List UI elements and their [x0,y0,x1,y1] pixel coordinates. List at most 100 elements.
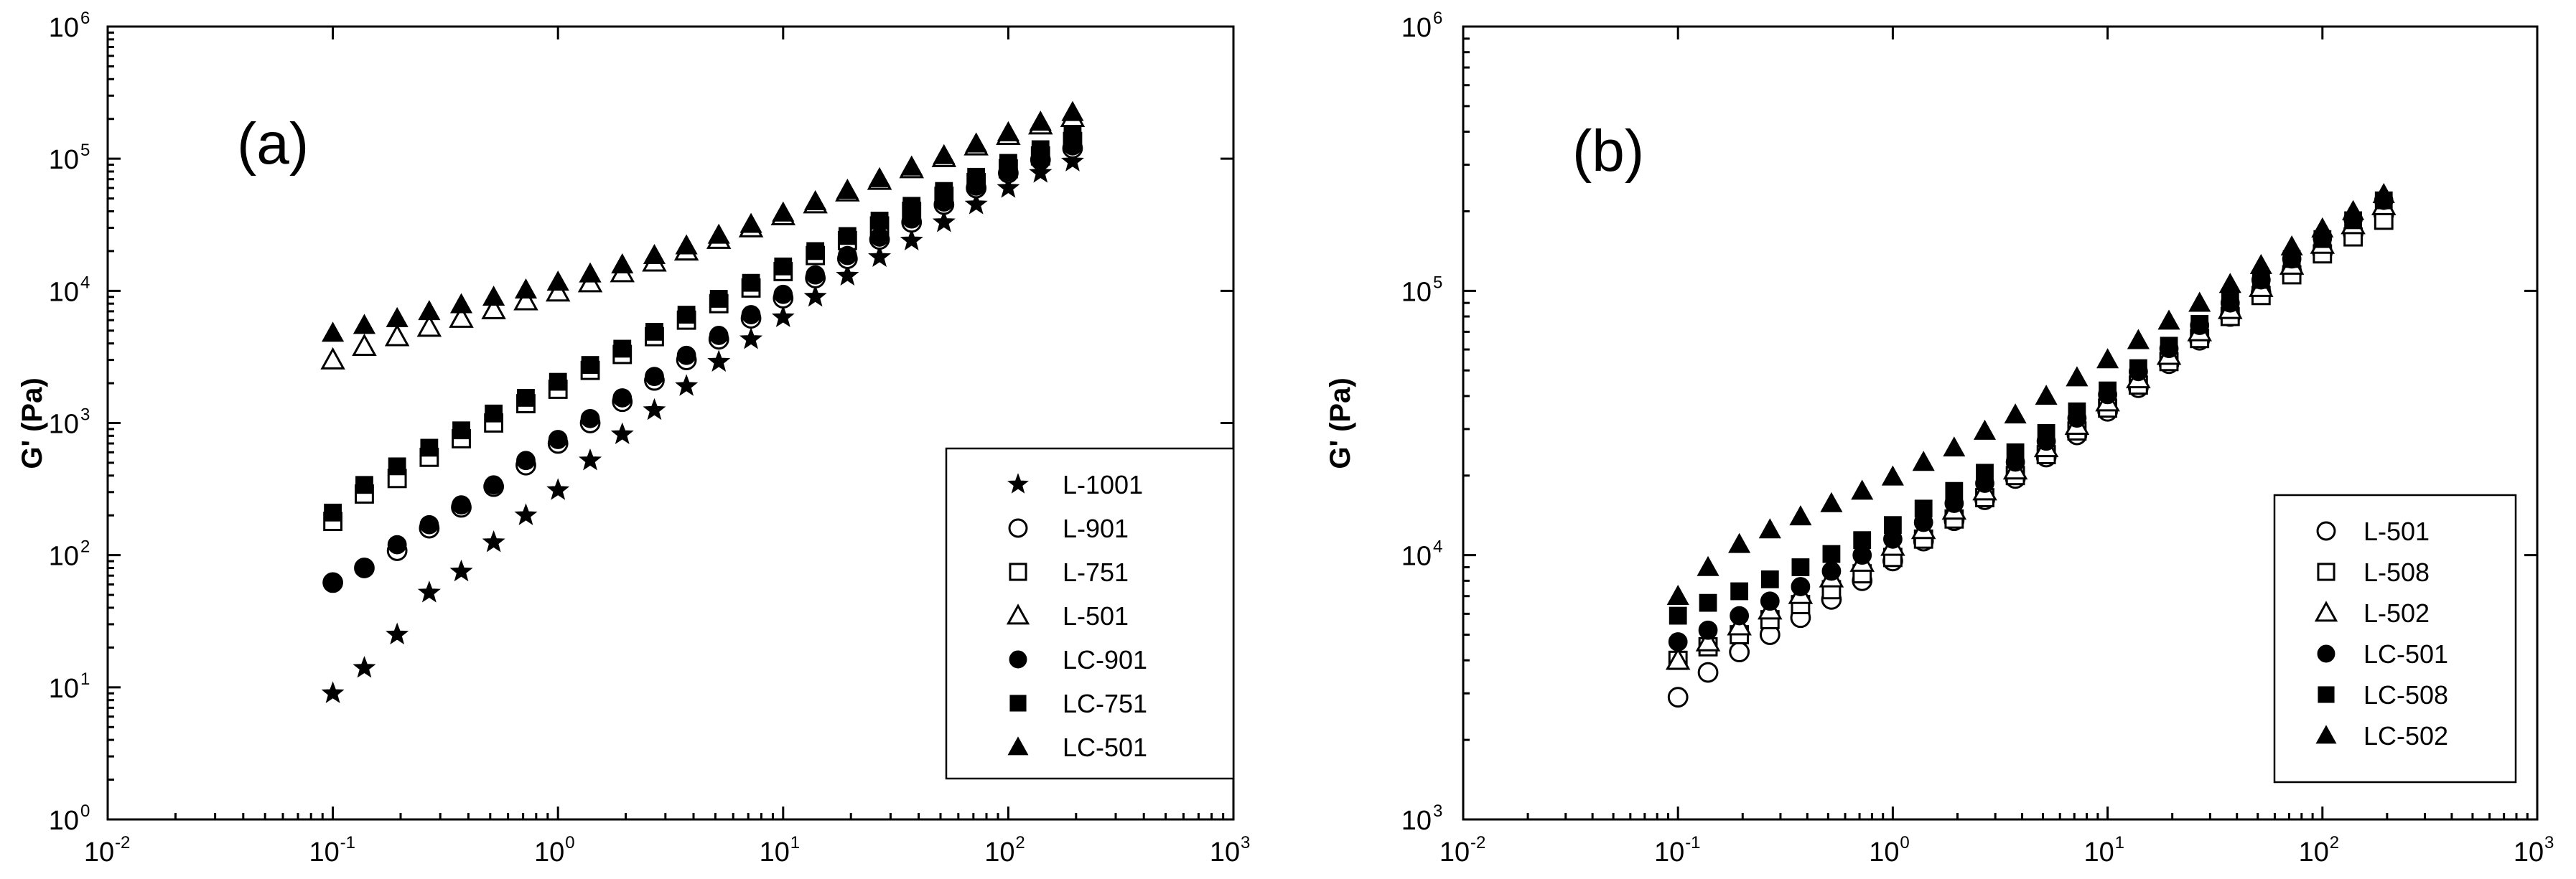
data-point [2188,291,2211,312]
panel-label: (a) [237,111,309,177]
data-point [482,530,505,553]
data-point [1945,481,1964,500]
data-point [322,321,345,342]
legend: L-501 L-508 L-502 LC-501 LC-508 LC-502 [2273,494,2517,784]
y-tick-label: 10 [49,410,79,440]
legend-marker [1009,695,1027,712]
legend-label: L-1001 [1063,470,1143,499]
data-point [353,656,376,678]
data-point [643,398,666,420]
data-point [2127,329,2150,349]
series-lc-502 [1666,182,2395,605]
legend-label: L-501 [2363,517,2430,546]
data-point [449,305,474,328]
data-point [324,503,342,522]
data-point [836,263,859,286]
legend-marker [2317,644,2335,663]
data-point [999,154,1017,172]
panel-label: (b) [1572,118,1644,184]
x-tick-exponent: 2 [1015,833,1025,852]
legend-box [2273,494,2517,784]
data-point [420,438,439,457]
data-point [675,374,699,396]
data-point [1029,161,1053,183]
data-point [645,322,663,341]
data-point [997,176,1020,198]
y-tick-label: 10 [49,13,79,43]
y-tick-exponent: 3 [1433,802,1442,821]
y-tick-label: 10 [49,674,79,704]
x-tick-label: 10 [534,837,564,868]
y-tick-label: 10 [1401,13,1432,43]
y-tick-exponent: 6 [1433,9,1442,28]
data-point [709,326,729,345]
data-point [837,245,857,265]
series-lc-508 [1669,191,2393,625]
legend-label: L-751 [1063,558,1129,587]
data-point [643,243,666,264]
data-point [773,284,793,304]
data-point [870,212,889,230]
y-tick-label: 10 [49,145,79,175]
data-point [739,212,762,233]
legend-marker [1008,518,1028,538]
y-tick-label: 10 [1401,277,1432,307]
data-point [2190,314,2209,333]
data-point [1729,641,1750,663]
x-tick-exponent: -1 [340,833,355,852]
data-point [964,192,988,215]
legend-label: L-508 [2363,558,2430,587]
data-point [1884,516,1902,535]
data-point [2280,235,2303,255]
legend-marker [2318,686,2335,703]
data-point [965,132,988,153]
legend-box [945,447,1235,780]
x-tick-label: 10 [84,837,114,868]
data-point [1760,591,1780,611]
data-point [2129,359,2147,377]
data-point [2096,348,2119,369]
x-tick-exponent: 1 [2115,833,2124,852]
data-point [675,234,698,255]
data-point [900,155,923,176]
data-point [2157,309,2180,330]
x-tick-exponent: 1 [790,833,800,852]
y-tick-exponent: 0 [80,802,90,821]
data-point [449,559,473,582]
data-point [514,503,538,525]
x-tick-label: 10 [1210,837,1240,868]
data-point [1698,620,1718,640]
y-tick-exponent: 6 [80,9,90,28]
data-point [452,421,470,440]
x-tick-label: 10 [2299,837,2329,868]
legend-marker [1009,650,1027,669]
data-point [353,314,376,334]
x-tick-label: 10 [2083,837,2114,868]
data-point [838,227,857,245]
y-tick-exponent: 5 [1433,273,1442,292]
data-point [416,314,442,337]
data-point [2037,423,2055,442]
data-point [1973,419,1997,440]
y-tick-label: 10 [1401,806,1432,836]
data-point [419,514,439,535]
legend-marker [1009,563,1027,581]
data-point [2068,402,2086,420]
plot-frame [1462,25,2539,821]
legend-marker [1007,473,1029,494]
data-point [677,306,696,324]
y-tick-label: 10 [1401,542,1432,572]
x-tick-exponent: 0 [565,833,574,852]
data-point [417,580,441,603]
data-point [452,495,471,515]
data-point [2342,199,2365,220]
data-point [774,257,793,276]
data-point [967,167,986,186]
x-tick-exponent: 3 [1241,833,1250,852]
x-tick-label: 10 [1439,837,1470,868]
data-point [1730,582,1749,601]
data-point [1914,499,1933,518]
legend: L-1001 L-901 L-751 L-501 LC-901 LC-751 LC-501 [945,447,1235,780]
y-tick-exponent: 4 [1433,537,1442,557]
data-point [355,476,373,494]
